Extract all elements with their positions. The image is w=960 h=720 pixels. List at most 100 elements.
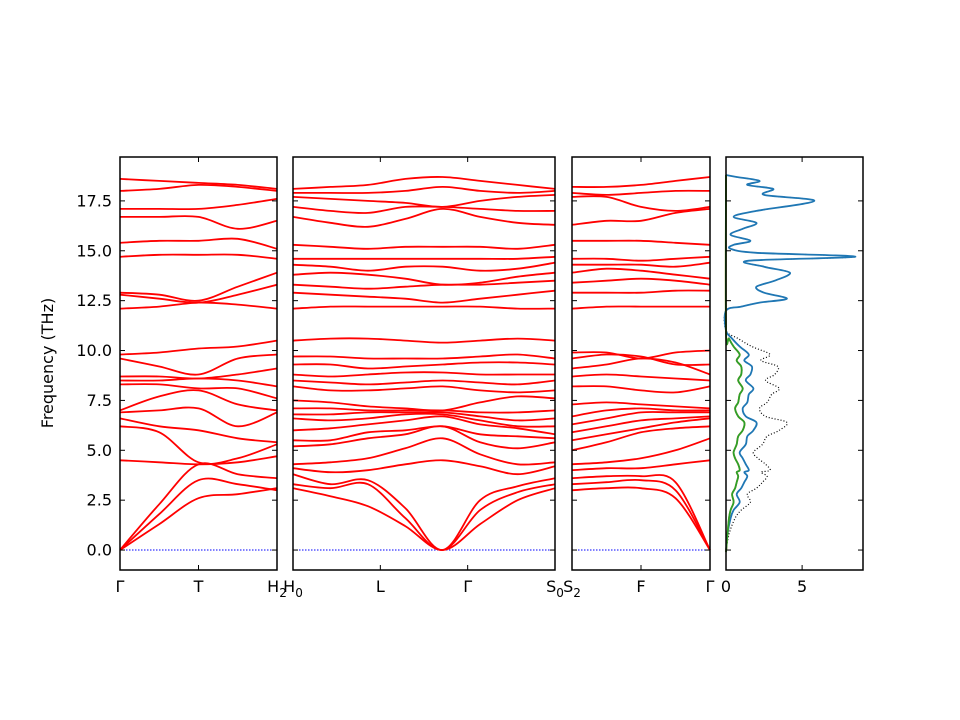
q-point-label: Γ xyxy=(463,577,472,596)
y-tick-label: 15.0 xyxy=(76,241,112,260)
band-3-3 xyxy=(571,474,711,551)
q-point-label: T xyxy=(193,577,204,596)
band-3-11 xyxy=(571,401,711,410)
band-2-23 xyxy=(292,261,556,272)
band-3-15 xyxy=(571,353,711,366)
band-1-7 xyxy=(119,406,278,428)
band-3-21 xyxy=(572,261,711,268)
band-2-17 xyxy=(292,353,556,360)
band-1-2 xyxy=(119,477,278,551)
band-2-14 xyxy=(292,379,556,386)
band-2-1 xyxy=(292,487,556,551)
band-3-26 xyxy=(571,189,711,196)
band-2-26 xyxy=(292,207,556,228)
q-point-label: Γ xyxy=(706,577,715,596)
band-panel-2-frame xyxy=(292,156,556,571)
y-axis-label: Frequency (THz) xyxy=(38,298,57,428)
band-3-16 xyxy=(571,349,711,360)
q-point-label: Γ xyxy=(116,577,125,596)
band-2-15 xyxy=(292,371,555,378)
band-1-15 xyxy=(119,283,278,304)
band-3-17 xyxy=(571,305,710,310)
band-1-11 xyxy=(119,367,278,380)
band-3-25 xyxy=(571,195,711,212)
band-1-5 xyxy=(119,425,278,465)
band-2-13 xyxy=(292,385,556,394)
y-tick-label: 5.0 xyxy=(87,441,112,460)
band-3-5 xyxy=(571,437,711,466)
dos-x-tick-label: 5 xyxy=(797,577,807,596)
band-1-19 xyxy=(119,215,278,230)
band-1-8 xyxy=(119,389,278,412)
band-2-28 xyxy=(292,194,556,208)
band-3-1 xyxy=(571,486,711,551)
band-3-2 xyxy=(571,478,711,551)
band-3-12 xyxy=(571,385,711,394)
band-2-30 xyxy=(292,176,556,190)
band-3-19 xyxy=(571,277,711,286)
q-point-label: S0 xyxy=(546,577,564,600)
band-1-1 xyxy=(119,487,278,551)
band-2-12 xyxy=(292,395,556,412)
band-3-9 xyxy=(571,411,710,426)
dos-projected-3 xyxy=(724,174,746,553)
band-3-18 xyxy=(572,289,711,294)
band-3-4 xyxy=(571,459,711,472)
band-2-22 xyxy=(292,271,556,286)
band-2-29 xyxy=(293,185,556,194)
band-2-5 xyxy=(292,437,556,466)
band-2-6 xyxy=(292,425,556,450)
band-3-13 xyxy=(571,373,711,382)
band-3-8 xyxy=(571,415,711,434)
band-2-24 xyxy=(292,255,556,260)
band-1-13 xyxy=(119,339,278,356)
band-3-22 xyxy=(571,255,711,262)
band-2-8 xyxy=(292,415,556,436)
band-1-9 xyxy=(119,383,278,400)
band-2-2 xyxy=(292,481,556,551)
band-2-25 xyxy=(292,243,556,250)
y-tick-label: 2.5 xyxy=(87,491,112,510)
band-2-19 xyxy=(292,305,556,310)
y-tick-label: 7.5 xyxy=(87,391,112,410)
band-1-18 xyxy=(119,237,278,250)
band-2-7 xyxy=(292,425,556,442)
dos-panel-frame xyxy=(725,156,864,571)
band-2-16 xyxy=(292,361,556,370)
band-3-27 xyxy=(571,176,711,188)
y-tick-label: 17.5 xyxy=(76,191,112,210)
band-3-23 xyxy=(571,239,711,246)
band-2-18 xyxy=(292,337,556,344)
band-2-9 xyxy=(292,412,556,428)
band-2-4 xyxy=(292,459,556,476)
y-tick-label: 0.0 xyxy=(87,541,112,560)
band-2-20 xyxy=(292,289,556,304)
q-point-label: H0 xyxy=(283,577,303,600)
band-1-6 xyxy=(119,417,278,444)
band-3-6 xyxy=(571,425,711,452)
q-point-label: L xyxy=(376,577,385,596)
band-3-10 xyxy=(571,407,711,418)
band-1-4 xyxy=(119,455,278,466)
band-1-22 xyxy=(119,178,278,190)
band-1-20 xyxy=(120,198,278,211)
band-3-7 xyxy=(571,417,711,442)
band-1-16 xyxy=(119,271,278,302)
band-1-12 xyxy=(119,353,278,376)
q-point-label: H2 xyxy=(267,577,287,600)
band-1-21 xyxy=(119,183,278,192)
y-tick-label: 10.0 xyxy=(76,341,112,360)
band-1-17 xyxy=(119,253,278,260)
band-2-10 xyxy=(292,411,556,422)
y-tick-label: 12.5 xyxy=(76,291,112,310)
band-3-24 xyxy=(571,208,711,226)
band-3-20 xyxy=(571,267,711,280)
band-2-3 xyxy=(292,473,556,551)
dos-projected-1 xyxy=(723,174,857,553)
q-point-label: S2 xyxy=(563,577,581,600)
band-2-27 xyxy=(292,205,556,214)
band-2-21 xyxy=(292,279,556,290)
dos-x-tick-label: 0 xyxy=(721,577,731,596)
q-point-label: F xyxy=(636,577,645,596)
